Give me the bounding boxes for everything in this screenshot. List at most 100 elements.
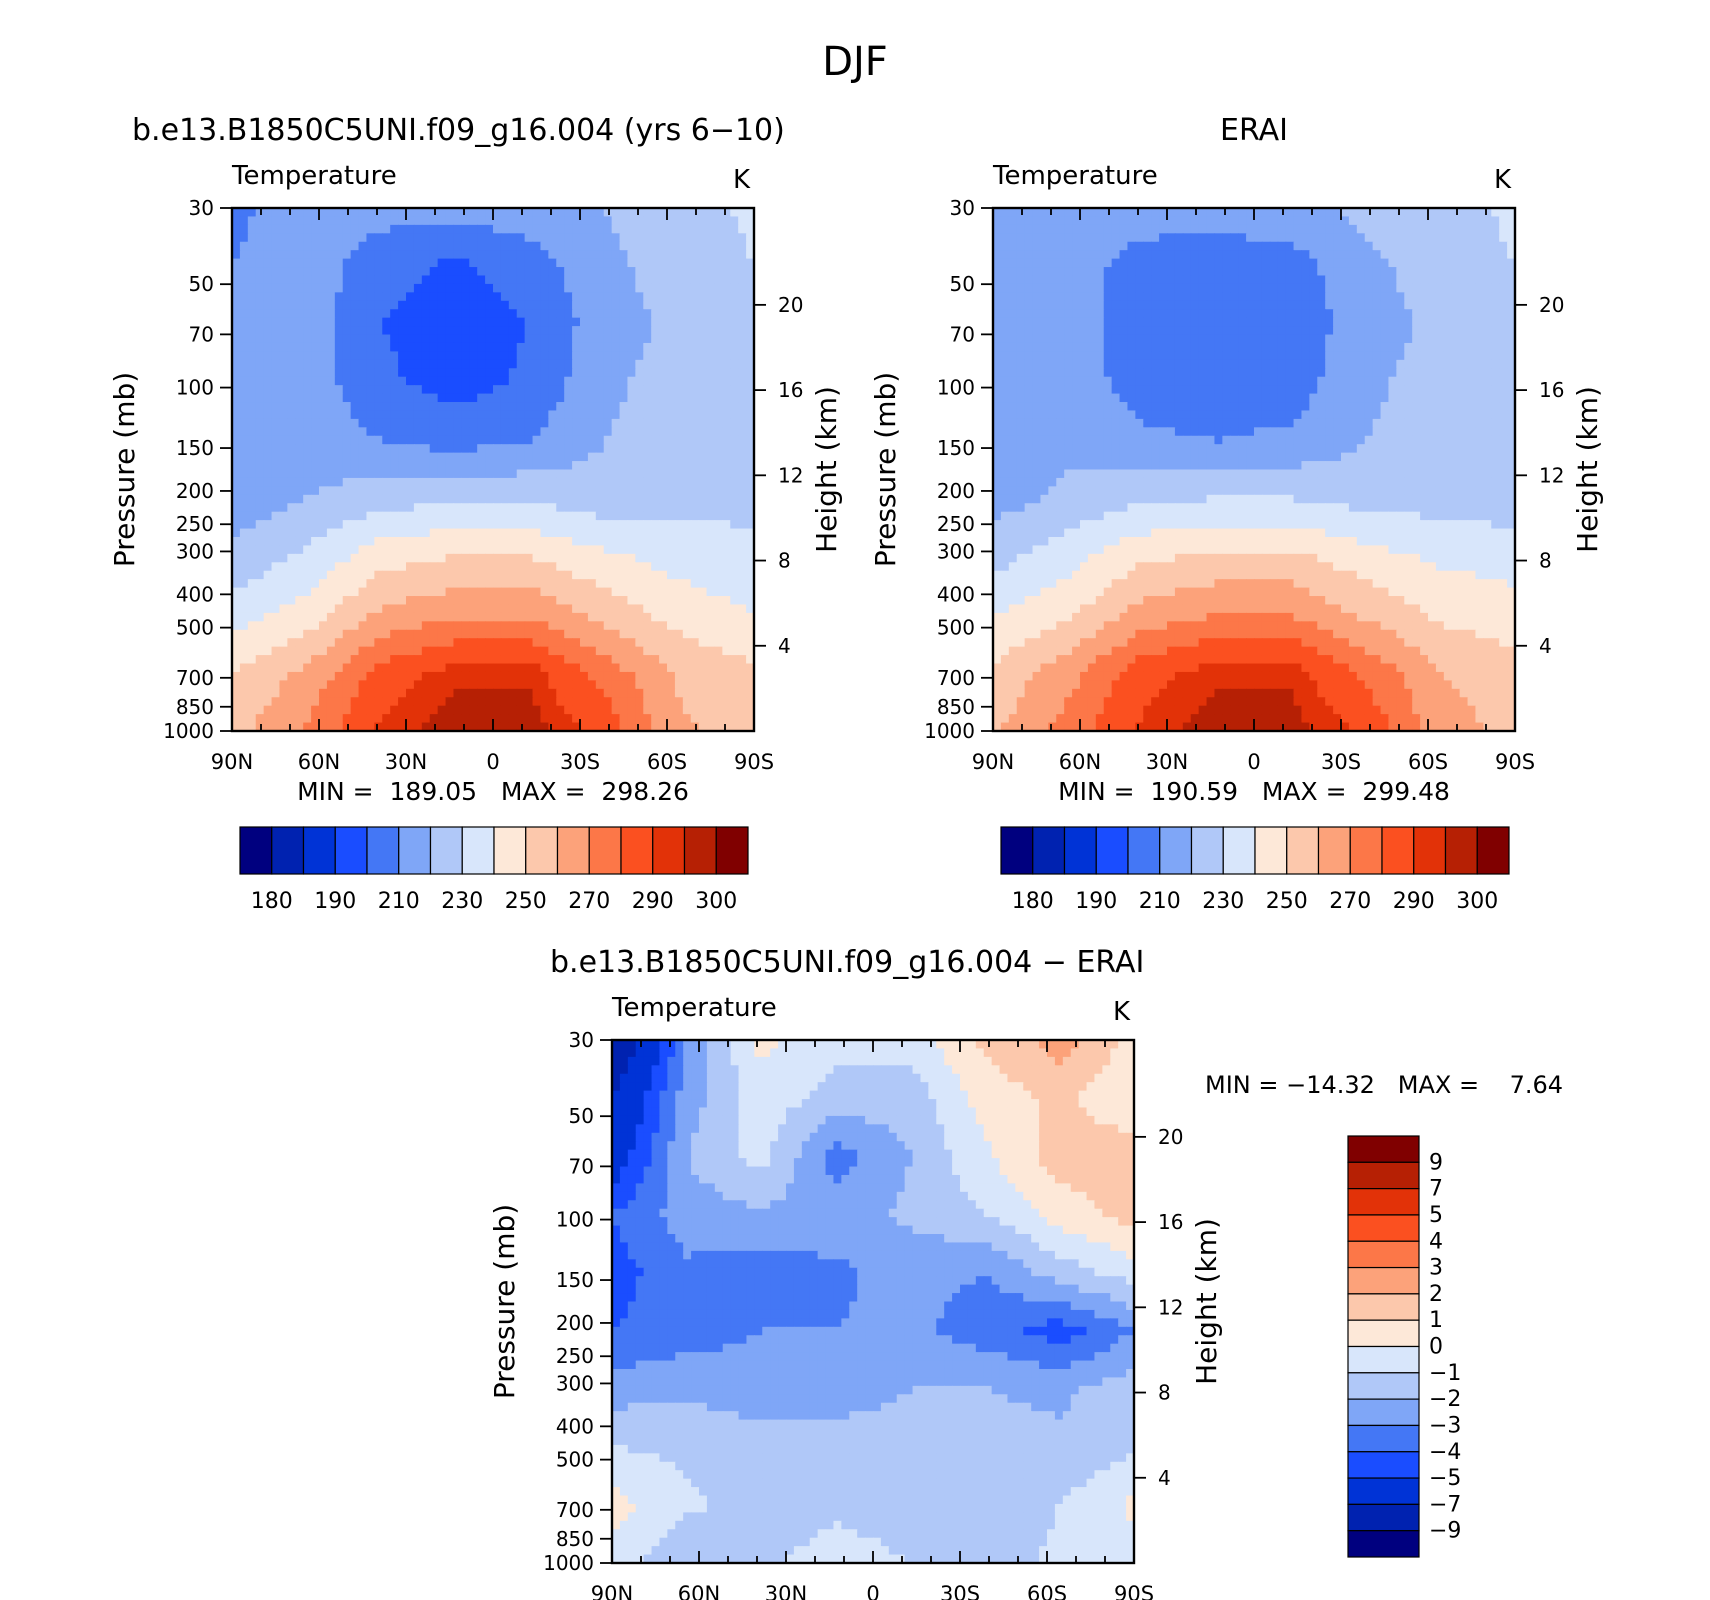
- contour-cell: [279, 579, 288, 589]
- contour-cell: [722, 351, 731, 361]
- contour-cell: [682, 216, 692, 226]
- contour-cell: [738, 250, 747, 260]
- contour-cell: [532, 326, 542, 336]
- contour-cell: [334, 511, 344, 521]
- contour-cell: [643, 477, 652, 487]
- contour-cell: [429, 216, 439, 226]
- contour-cell: [342, 402, 352, 412]
- contour-cell: [532, 452, 542, 462]
- contour-cell: [564, 604, 573, 614]
- contour-cell: [611, 562, 621, 572]
- contour-cell: [358, 629, 368, 639]
- contour-cell: [603, 680, 613, 690]
- contour-cell: [611, 629, 621, 639]
- contour-cell: [445, 300, 455, 310]
- contour-cell: [453, 520, 462, 530]
- contour-cell: [232, 275, 241, 285]
- contour-cell: [722, 267, 731, 277]
- contour-cell: [429, 326, 439, 336]
- contour-cell: [358, 224, 368, 234]
- contour-cell: [295, 494, 304, 504]
- contour-cell: [469, 536, 478, 547]
- contour-cell: [334, 655, 344, 665]
- contour-cell: [295, 410, 304, 420]
- contour-cell: [540, 646, 549, 656]
- contour-cell: [667, 292, 676, 302]
- contour-cell: [406, 267, 415, 277]
- contour-cell: [603, 486, 613, 496]
- contour-cell: [682, 300, 692, 310]
- contour-cell: [398, 300, 407, 310]
- contour-cell: [651, 376, 660, 386]
- contour-cell: [429, 376, 439, 386]
- contour-cell: [406, 680, 415, 690]
- contour-cell: [1064, 216, 1073, 226]
- contour-cell: [366, 368, 375, 378]
- contour-cell: [1238, 283, 1247, 293]
- contour-cell: [421, 545, 431, 555]
- contour-cell: [722, 427, 731, 437]
- contour-cell: [1254, 224, 1263, 234]
- contour-cell: [413, 722, 423, 732]
- contour-cell: [1396, 275, 1405, 285]
- contour-cell: [532, 528, 542, 538]
- contour-cell: [993, 233, 1002, 243]
- contour-cell: [738, 418, 747, 428]
- contour-cell: [540, 309, 549, 319]
- contour-cell: [350, 587, 360, 597]
- contour-cell: [659, 435, 668, 445]
- contour-cell: [263, 309, 273, 319]
- contour-cell: [1246, 267, 1255, 277]
- contour-cell: [993, 275, 1002, 285]
- contour-cell: [421, 326, 431, 336]
- contour-cell: [1111, 267, 1121, 277]
- contour-cell: [580, 688, 589, 698]
- contour-cell: [548, 309, 557, 319]
- contour-cell: [1459, 275, 1469, 285]
- contour-cell: [382, 258, 391, 268]
- contour-cell: [1182, 233, 1192, 243]
- contour-cell: [706, 680, 716, 690]
- contour-cell: [413, 283, 423, 293]
- contour-cell: [548, 697, 557, 707]
- contour-cell: [1111, 300, 1121, 310]
- contour-cell: [1475, 250, 1484, 260]
- contour-cell: [603, 258, 613, 268]
- contour-cell: [690, 385, 700, 395]
- contour-cell: [1507, 292, 1516, 302]
- contour-cell: [1127, 216, 1136, 226]
- contour-cell: [548, 258, 557, 268]
- contour-cell: [1420, 283, 1429, 293]
- contour-cell: [674, 486, 684, 496]
- contour-cell: [698, 402, 708, 412]
- contour-cell: [564, 663, 573, 673]
- contour-cell: [493, 579, 502, 589]
- contour-cell: [690, 553, 700, 563]
- contour-cell: [374, 267, 383, 277]
- contour-cell: [493, 536, 502, 547]
- contour-cell: [295, 612, 304, 622]
- contour-cell: [453, 671, 462, 681]
- contour-cell: [619, 351, 629, 361]
- contour-cell: [485, 435, 494, 445]
- contour-cell: [508, 503, 518, 513]
- contour-cell: [587, 579, 597, 589]
- contour-cell: [429, 545, 439, 555]
- contour-cell: [603, 292, 613, 302]
- contour-cell: [690, 283, 700, 293]
- contour-cell: [421, 570, 431, 580]
- contour-cell: [295, 469, 304, 479]
- contour-cell: [508, 638, 518, 648]
- contour-cell: [1341, 224, 1350, 234]
- contour-cell: [334, 208, 344, 218]
- contour-cell: [334, 596, 344, 606]
- contour-cell: [421, 714, 431, 724]
- contour-cell: [382, 587, 391, 597]
- contour-cell: [1412, 267, 1421, 277]
- contour-cell: [342, 224, 352, 234]
- contour-cell: [271, 410, 281, 420]
- contour-cell: [398, 410, 407, 420]
- contour-cell: [413, 452, 423, 462]
- contour-cell: [287, 351, 296, 361]
- contour-cell: [342, 418, 352, 428]
